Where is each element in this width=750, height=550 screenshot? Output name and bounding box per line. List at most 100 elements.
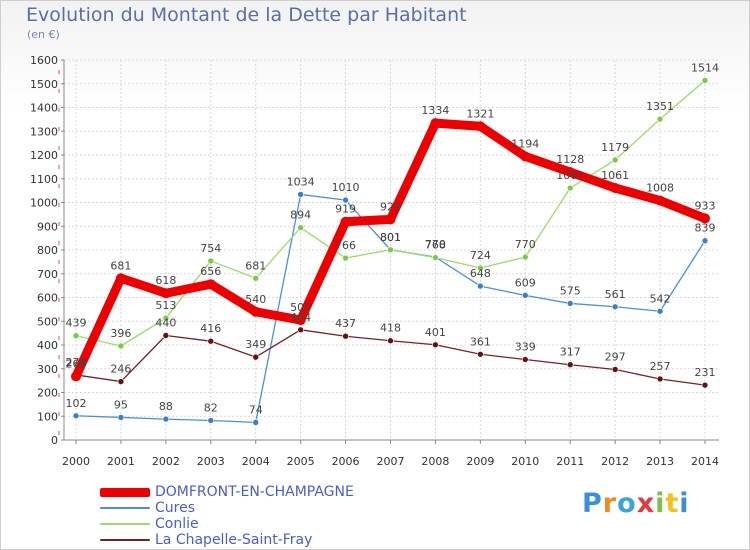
series-point-1 (252, 419, 260, 426)
series-point-2 (297, 224, 304, 231)
data-label-2: 1351 (646, 100, 674, 113)
data-label-3: 317 (560, 346, 581, 359)
y-tick-label: 1600 (30, 54, 58, 67)
data-label-1: 648 (470, 267, 491, 280)
series-point-2 (387, 246, 394, 254)
legend: DOMFRONT-EN-CHAMPAGNE Cures Conlie La Ch… (100, 484, 354, 548)
data-label-0: 919 (335, 203, 356, 216)
x-tick-label: 2014 (691, 455, 719, 468)
data-label-0: 618 (155, 274, 176, 287)
legend-label-cures: Cures (155, 500, 196, 516)
x-tick-label: 2011 (556, 455, 584, 468)
data-label-2: 894 (290, 209, 311, 222)
data-label-1: 74 (249, 403, 263, 416)
data-label-2: 801 (380, 231, 401, 244)
data-label-3: 464 (290, 311, 311, 324)
x-tick-label: 2008 (421, 455, 449, 468)
y-tick-label: 1500 (30, 78, 58, 91)
legend-label-domfront: DOMFRONT-EN-CHAMPAGNE (155, 484, 354, 500)
series-point-0 (475, 121, 486, 132)
series-point-1 (117, 414, 125, 421)
series-point-3 (611, 366, 619, 373)
data-label-1: 561 (605, 288, 626, 301)
series-point-3 (252, 353, 260, 361)
y-tick-label: 1100 (30, 173, 58, 186)
data-label-0: 505 (290, 301, 311, 314)
data-label-0: 929 (380, 200, 401, 213)
legend-swatch-cures (100, 507, 150, 509)
data-label-2: 1514 (691, 61, 719, 74)
data-label-3: 416 (200, 322, 221, 335)
x-tick-label: 2007 (377, 455, 405, 468)
series-point-3 (477, 350, 484, 358)
series-point-2 (477, 264, 484, 272)
data-label-1: 609 (515, 276, 536, 289)
x-tick-label: 2000 (62, 455, 90, 468)
legend-item-la-chapelle: La Chapelle-Saint-Fray (100, 532, 354, 548)
series-point-2 (342, 254, 349, 262)
data-label-0: 1128 (556, 153, 584, 166)
data-label-2: 768 (425, 239, 446, 252)
series-point-0 (700, 213, 710, 224)
data-label-3: 349 (245, 338, 266, 351)
x-tick-label: 2005 (287, 455, 315, 468)
axes: 0 100 200 300 400 500 600 700 800 900 1000 1100 1200… (30, 54, 719, 468)
series-point-1 (701, 237, 709, 245)
data-label-2: 1061 (556, 169, 584, 182)
data-label-1: 102 (66, 397, 87, 410)
series-point-3 (342, 332, 349, 340)
data-label-1: 1034 (287, 175, 315, 188)
data-label-0: 1194 (511, 137, 539, 150)
data-label-2: 754 (200, 242, 221, 255)
data-label-3: 246 (110, 363, 131, 376)
data-label-3: 274 (66, 356, 87, 369)
y-tick-label: 800 (37, 244, 58, 257)
series-point-1 (207, 417, 215, 424)
data-label-1: 88 (159, 400, 173, 413)
series-point-3 (701, 381, 709, 389)
y-axis-unit: (en €) (27, 28, 60, 41)
data-label-0: 268 (66, 357, 87, 370)
data-label-0: 1061 (601, 169, 629, 182)
legend-swatch-domfront (100, 487, 150, 497)
data-label-1: 575 (560, 284, 581, 297)
y-tick-label: 1400 (30, 102, 58, 115)
data-label-1: 95 (114, 398, 128, 411)
series-point-2 (432, 254, 439, 261)
x-tick-label: 2013 (646, 455, 674, 468)
series-point-2 (566, 184, 574, 192)
y-tick-label: 0 (51, 434, 58, 447)
data-label-0: 681 (110, 259, 131, 272)
series-point-2 (611, 156, 619, 164)
y-tick-label: 600 (37, 292, 58, 305)
legend-swatch-conlie (100, 523, 150, 525)
series-point-0 (115, 273, 126, 284)
series-point-1 (477, 282, 484, 290)
series-point-0 (520, 151, 531, 162)
data-label-3: 297 (605, 350, 626, 363)
legend-item-domfront: DOMFRONT-EN-CHAMPAGNE (100, 484, 354, 500)
series-point-0 (385, 214, 396, 225)
data-label-3: 361 (470, 335, 491, 348)
series-point-1 (611, 303, 619, 311)
series-point-2 (207, 257, 215, 265)
series-point-3 (656, 375, 664, 383)
y-tick-label: 1300 (30, 125, 58, 138)
x-tick-label: 2009 (466, 455, 494, 468)
y-tick-label: 100 (37, 410, 58, 423)
data-label-3: 440 (155, 317, 176, 330)
data-label-0: 1334 (421, 104, 449, 117)
series-point-0 (565, 167, 576, 178)
data-label-1: 1010 (332, 181, 360, 194)
y-tick-label: 1000 (30, 197, 58, 210)
series-point-2 (162, 314, 170, 322)
data-label-2: 681 (245, 259, 266, 272)
legend-label-conlie: Conlie (155, 516, 199, 532)
data-label-2: 396 (110, 327, 131, 340)
series-point-1 (656, 307, 664, 315)
y-tick-label: 400 (37, 339, 58, 352)
series-point-0 (205, 279, 216, 290)
series-point-2 (521, 253, 529, 261)
series-group (71, 77, 710, 426)
data-label-2: 439 (66, 317, 87, 330)
